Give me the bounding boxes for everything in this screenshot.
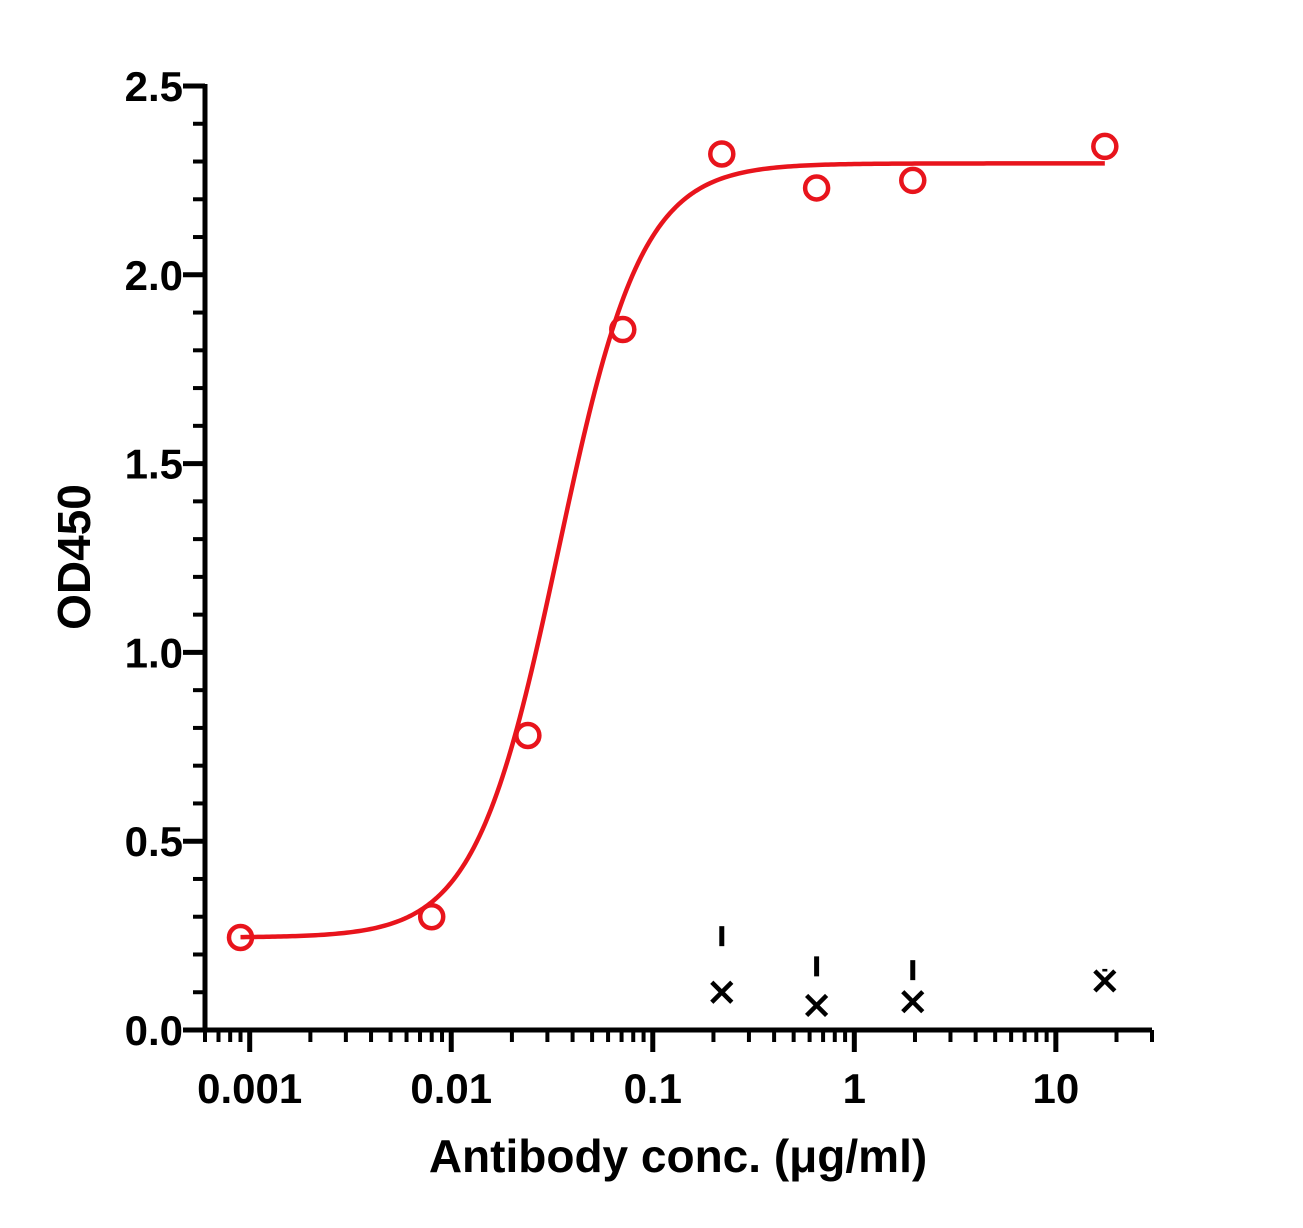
data-point-x bbox=[1093, 968, 1117, 993]
x-marker-stroke bbox=[805, 993, 829, 1018]
data-point-circle bbox=[514, 721, 542, 750]
y-tick-label: 2.5 bbox=[125, 63, 183, 110]
x-marker-stroke bbox=[901, 990, 925, 1014]
y-tick-label: 0.0 bbox=[125, 1007, 183, 1054]
data-point-x bbox=[901, 960, 925, 1014]
x-minor-ticks bbox=[203, 1030, 1154, 1042]
data-point-circle bbox=[226, 923, 255, 952]
data-point-x bbox=[805, 956, 829, 1018]
y-major-ticks bbox=[183, 83, 205, 1033]
data-point-circle bbox=[1091, 132, 1119, 161]
y-tick-labels: 0.0 0.5 1.0 1.5 2.0 2.5 bbox=[125, 63, 183, 1054]
x-marker-stroke bbox=[710, 980, 734, 1004]
series-control-points bbox=[710, 926, 1117, 1018]
x-marker-stroke bbox=[1093, 969, 1117, 993]
x-tick-label: 0.1 bbox=[624, 1065, 682, 1112]
data-point-circle bbox=[609, 315, 637, 344]
data-point-circle bbox=[417, 902, 446, 931]
fit-curve bbox=[240, 161, 1105, 940]
x-tick-label: 10 bbox=[1032, 1065, 1079, 1112]
data-point-circle bbox=[899, 166, 927, 195]
y-tick-label: 2.0 bbox=[125, 252, 183, 299]
x-tick-label: 0.01 bbox=[410, 1065, 492, 1112]
series-binding-points bbox=[226, 132, 1119, 952]
x-major-ticks bbox=[247, 1030, 1059, 1052]
x-tick-labels: 0.001 0.01 0.1 1 10 bbox=[197, 1065, 1079, 1112]
y-axis-title: OD450 bbox=[48, 484, 100, 630]
x-tick-label: 1 bbox=[843, 1065, 866, 1112]
y-tick-label: 1.5 bbox=[125, 441, 183, 488]
data-point-circle bbox=[802, 174, 831, 202]
x-tick-label: 0.001 bbox=[197, 1065, 302, 1112]
data-point-x bbox=[710, 926, 734, 1004]
x-axis-title: Antibody conc. (μg/ml) bbox=[429, 1130, 927, 1182]
data-point-circle bbox=[708, 140, 736, 168]
y-tick-label: 0.5 bbox=[125, 818, 183, 865]
y-tick-label: 1.0 bbox=[125, 629, 183, 676]
